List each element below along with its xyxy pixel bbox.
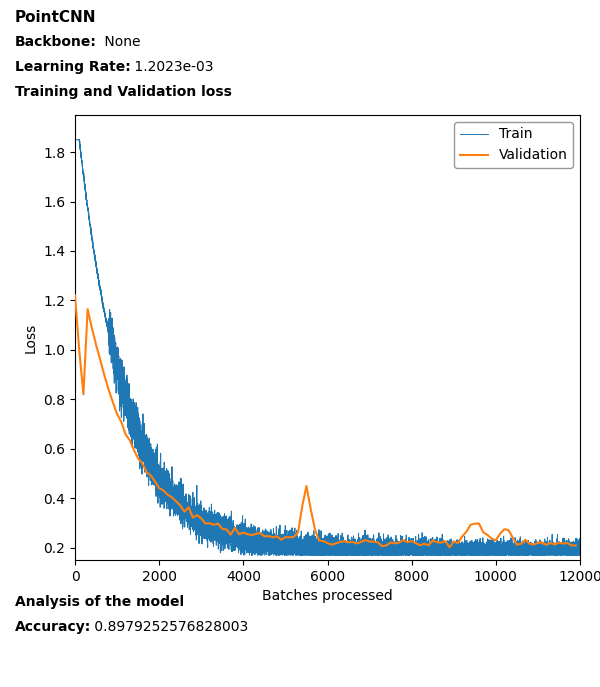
- Validation: [560, 539, 567, 548]
- X-axis label: Batches processed: Batches processed: [262, 589, 393, 603]
- Train: [379, 551, 386, 559]
- Line: Validation: Validation: [75, 295, 576, 548]
- Train: [202, 525, 209, 533]
- Line: Train: Train: [75, 139, 580, 555]
- Train: [71, 135, 79, 144]
- Train: [146, 471, 154, 479]
- Validation: [572, 541, 580, 550]
- Text: 1.2023e-03: 1.2023e-03: [130, 60, 214, 74]
- Text: Analysis of the model: Analysis of the model: [15, 595, 184, 609]
- Train: [330, 541, 337, 549]
- Text: 0.8979252576828003: 0.8979252576828003: [90, 620, 248, 634]
- Train: [337, 541, 344, 549]
- Text: None: None: [100, 35, 140, 49]
- Text: Training and Validation loss: Training and Validation loss: [15, 85, 232, 99]
- Legend: Train, Validation: Train, Validation: [454, 122, 573, 168]
- Validation: [416, 541, 424, 550]
- Y-axis label: Loss: Loss: [23, 322, 38, 352]
- Train: [577, 550, 584, 559]
- Text: Learning Rate:: Learning Rate:: [15, 60, 131, 74]
- Text: Backbone:: Backbone:: [15, 35, 97, 49]
- Validation: [349, 538, 356, 546]
- Text: Accuracy:: Accuracy:: [15, 620, 91, 634]
- Validation: [176, 502, 184, 510]
- Train: [98, 291, 105, 299]
- Validation: [446, 543, 453, 552]
- Train: [240, 551, 247, 559]
- Validation: [471, 519, 478, 528]
- Validation: [206, 519, 213, 528]
- Text: PointCNN: PointCNN: [15, 10, 97, 25]
- Validation: [71, 291, 79, 300]
